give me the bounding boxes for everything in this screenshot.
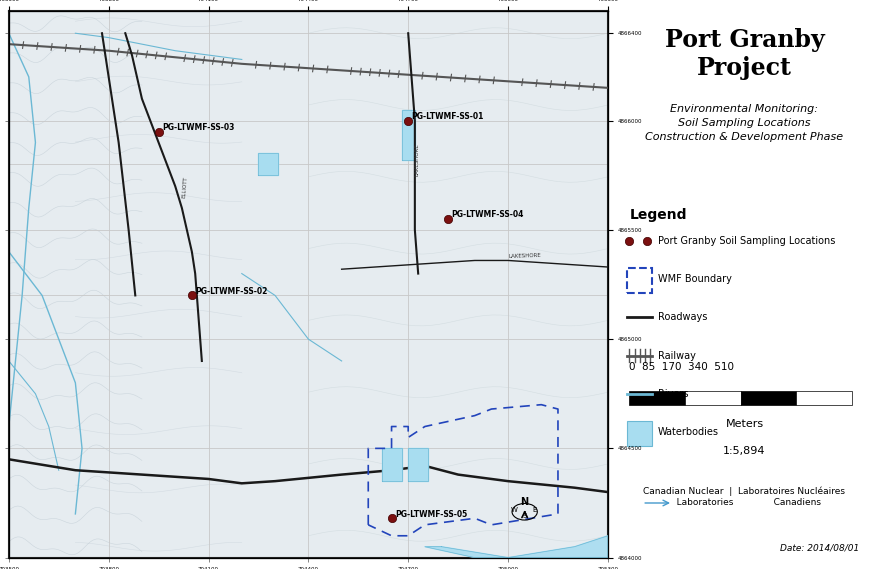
Text: Port Granby
Project: Port Granby Project <box>664 28 825 80</box>
Text: ELLIOTT: ELLIOTT <box>181 176 189 198</box>
Polygon shape <box>408 448 428 481</box>
Polygon shape <box>381 448 402 481</box>
Text: Roadways: Roadways <box>657 312 707 322</box>
FancyBboxPatch shape <box>629 391 685 405</box>
Text: PG-LTWMF-SS-01: PG-LTWMF-SS-01 <box>411 112 484 121</box>
Text: PG-LTWMF-SS-03: PG-LTWMF-SS-03 <box>162 123 234 132</box>
Text: Railway: Railway <box>657 351 695 361</box>
Text: LAKESHORE: LAKESHORE <box>508 253 541 259</box>
Text: W: W <box>511 507 518 513</box>
Text: PG-LTWMF-SS-02: PG-LTWMF-SS-02 <box>196 287 268 296</box>
Text: S: S <box>522 513 527 519</box>
Text: Rivers: Rivers <box>657 389 688 399</box>
Polygon shape <box>402 110 415 160</box>
Text: 1:5,894: 1:5,894 <box>723 446 766 456</box>
Text: WMF Boundary: WMF Boundary <box>657 274 731 284</box>
Text: E: E <box>532 507 537 513</box>
Text: Port Granby Soil Sampling Locations: Port Granby Soil Sampling Locations <box>657 236 835 246</box>
Text: Legend: Legend <box>629 208 687 222</box>
FancyBboxPatch shape <box>796 391 852 405</box>
Text: Date: 2014/08/01: Date: 2014/08/01 <box>781 543 859 552</box>
FancyBboxPatch shape <box>627 421 653 446</box>
Text: PG-LTWMF-SS-04: PG-LTWMF-SS-04 <box>451 210 524 219</box>
Text: Waterbodies: Waterbodies <box>657 427 719 437</box>
Text: PG-LTWMF-SS-05: PG-LTWMF-SS-05 <box>395 510 467 518</box>
Text: 0  85  170  340  510: 0 85 170 340 510 <box>629 362 735 372</box>
Text: LAKESHORE: LAKESHORE <box>415 143 420 176</box>
Polygon shape <box>258 154 278 175</box>
Text: Environmental Monitoring:
Soil Sampling Locations
Construction & Development Pha: Environmental Monitoring: Soil Sampling … <box>646 104 843 142</box>
Text: Canadian Nuclear  |  Laboratoires Nucléaires
   Laboratories              Canadi: Canadian Nuclear | Laboratoires Nucléair… <box>643 486 846 506</box>
FancyBboxPatch shape <box>685 391 741 405</box>
Text: Meters: Meters <box>725 419 764 428</box>
Text: N: N <box>521 497 529 507</box>
FancyBboxPatch shape <box>741 391 796 405</box>
Polygon shape <box>425 536 608 558</box>
